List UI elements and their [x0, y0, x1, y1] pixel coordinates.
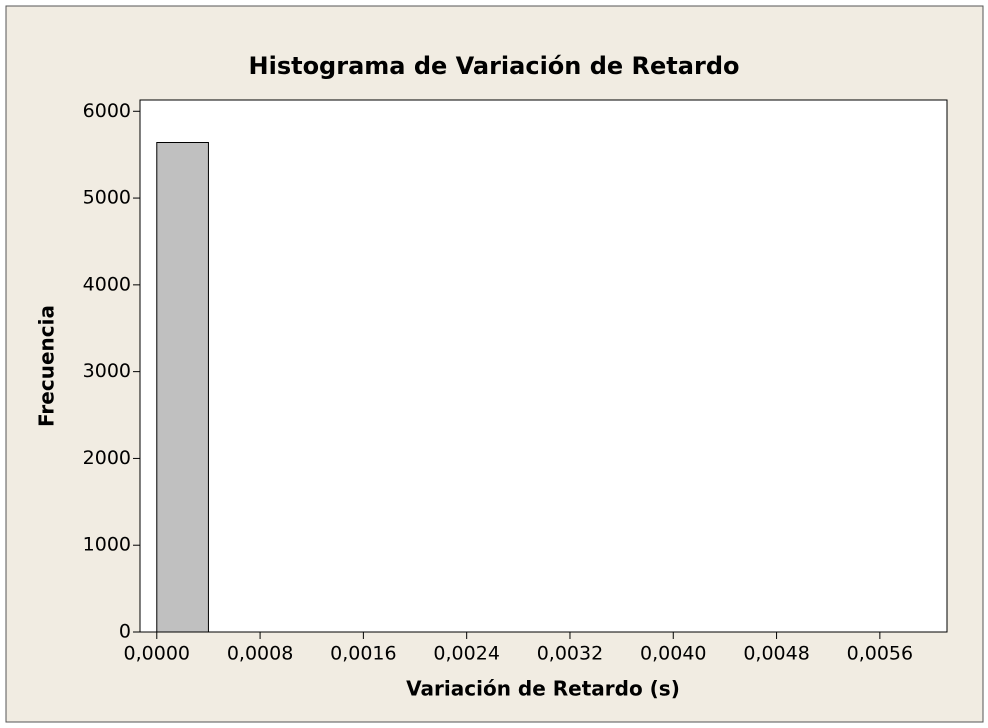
y-tick-label: 1000 [83, 534, 131, 556]
y-tick-label: 2000 [83, 447, 131, 469]
x-tick-label: 0,0056 [847, 643, 913, 665]
y-tick-label: 0 [119, 621, 131, 643]
x-tick-label: 0,0016 [330, 643, 396, 665]
bar [156, 142, 209, 633]
x-tick-label: 0,0024 [433, 643, 499, 665]
x-tick-label: 0,0032 [537, 643, 603, 665]
x-tick-label: 0,0000 [124, 643, 190, 665]
x-axis-label: Variación de Retardo (s) [406, 677, 680, 701]
y-axis-label: Frecuencia [35, 305, 59, 427]
x-tick-label: 0,0048 [743, 643, 809, 665]
y-tick-label: 4000 [83, 273, 131, 295]
y-tick-label: 5000 [83, 187, 131, 209]
x-tick-label: 0,0040 [640, 643, 706, 665]
plot-area [139, 99, 948, 633]
y-tick-label: 3000 [83, 360, 131, 382]
y-tick-label: 6000 [83, 100, 131, 122]
x-tick-label: 0,0008 [227, 643, 293, 665]
chart-title: Histograma de Variación de Retardo [249, 52, 740, 80]
